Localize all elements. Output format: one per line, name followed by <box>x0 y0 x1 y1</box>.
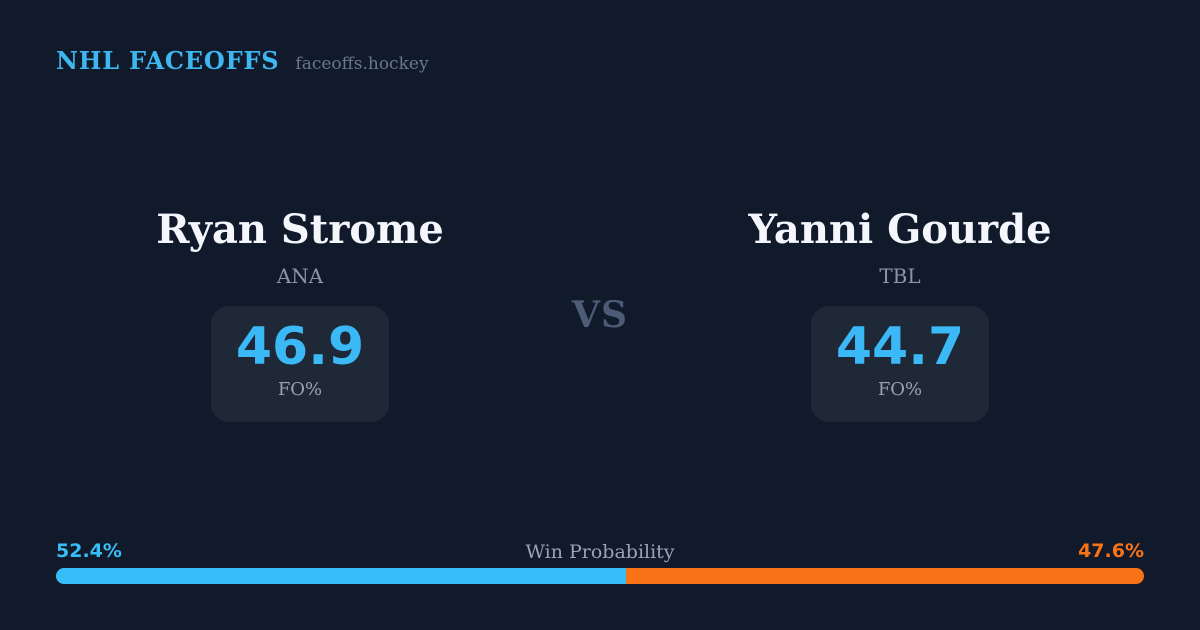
stat-value: 44.7 <box>835 317 965 377</box>
win-probability-title: Win Probability <box>525 541 675 563</box>
player-card-left: Ryan Strome ANA 46.9 FO% <box>100 208 500 422</box>
player-team: TBL <box>879 264 921 288</box>
header: NHL FACEOFFS faceoffs.hockey <box>56 46 429 75</box>
stat-value: 46.9 <box>235 317 365 377</box>
player-card-right: Yanni Gourde TBL 44.7 FO% <box>700 208 1100 422</box>
stat-label: FO% <box>277 378 323 400</box>
stat-label: FO% <box>877 378 923 400</box>
vs-label: VS <box>572 294 628 336</box>
win-probability-left-pct: 52.4% <box>56 540 122 562</box>
win-probability-bar <box>56 568 1144 584</box>
stat-box: 44.7 FO% <box>811 306 989 422</box>
site-url: faceoffs.hockey <box>295 54 429 74</box>
player-team: ANA <box>276 264 324 288</box>
win-bar-right-segment <box>626 568 1144 584</box>
stat-box: 46.9 FO% <box>211 306 389 422</box>
player-name: Yanni Gourde <box>748 206 1052 253</box>
win-probability-right-pct: 47.6% <box>1078 540 1144 562</box>
win-probability-labels: 52.4% Win Probability 47.6% <box>56 540 1144 564</box>
win-bar-left-segment <box>56 568 627 584</box>
player-name: Ryan Strome <box>156 206 444 253</box>
brand-title: NHL FACEOFFS <box>56 46 280 75</box>
